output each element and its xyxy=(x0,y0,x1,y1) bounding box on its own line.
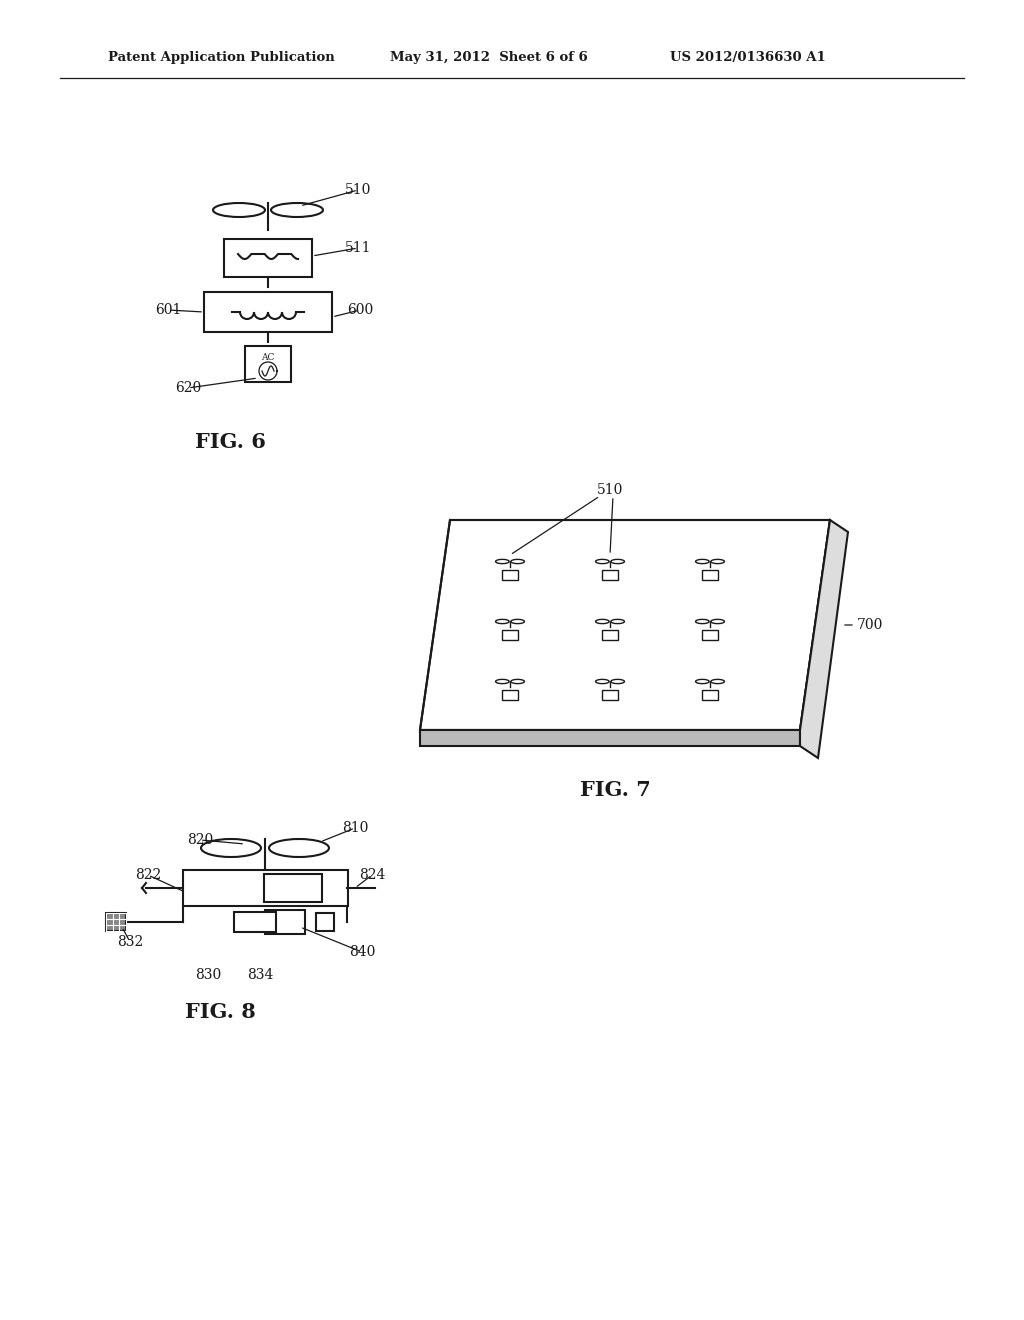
Text: May 31, 2012  Sheet 6 of 6: May 31, 2012 Sheet 6 of 6 xyxy=(390,51,588,65)
Bar xyxy=(503,570,518,581)
Text: 700: 700 xyxy=(857,618,883,632)
Text: FIG. 7: FIG. 7 xyxy=(580,780,650,800)
Text: 511: 511 xyxy=(345,242,372,255)
Text: 510: 510 xyxy=(597,483,624,498)
Text: 832: 832 xyxy=(117,935,143,949)
Bar xyxy=(702,690,718,700)
Bar xyxy=(234,912,276,932)
Bar xyxy=(602,630,617,640)
Text: AC: AC xyxy=(261,352,274,362)
Text: US 2012/0136630 A1: US 2012/0136630 A1 xyxy=(670,51,825,65)
Text: 620: 620 xyxy=(175,381,201,395)
Text: 600: 600 xyxy=(347,304,373,317)
Text: 830: 830 xyxy=(195,968,221,982)
Bar xyxy=(204,292,332,333)
Polygon shape xyxy=(800,520,848,758)
Bar xyxy=(264,874,322,902)
Bar xyxy=(245,346,291,381)
Text: 834: 834 xyxy=(247,968,273,982)
Polygon shape xyxy=(420,730,800,746)
Text: 601: 601 xyxy=(155,304,181,317)
Bar xyxy=(602,690,617,700)
Bar xyxy=(702,630,718,640)
Bar xyxy=(106,913,126,931)
Bar xyxy=(224,239,312,277)
Bar xyxy=(702,570,718,581)
Bar xyxy=(503,630,518,640)
Text: 824: 824 xyxy=(358,869,385,882)
Bar xyxy=(182,870,347,906)
Bar xyxy=(265,909,305,935)
Bar xyxy=(503,690,518,700)
Text: 822: 822 xyxy=(135,869,161,882)
Text: 820: 820 xyxy=(186,833,213,847)
Text: 840: 840 xyxy=(349,945,375,960)
Text: Patent Application Publication: Patent Application Publication xyxy=(108,51,335,65)
Bar xyxy=(602,570,617,581)
Text: FIG. 8: FIG. 8 xyxy=(184,1002,255,1022)
Bar xyxy=(316,913,334,931)
Text: FIG. 6: FIG. 6 xyxy=(195,432,265,451)
Text: 810: 810 xyxy=(342,821,369,836)
Polygon shape xyxy=(420,520,830,730)
Text: 510: 510 xyxy=(345,183,371,197)
